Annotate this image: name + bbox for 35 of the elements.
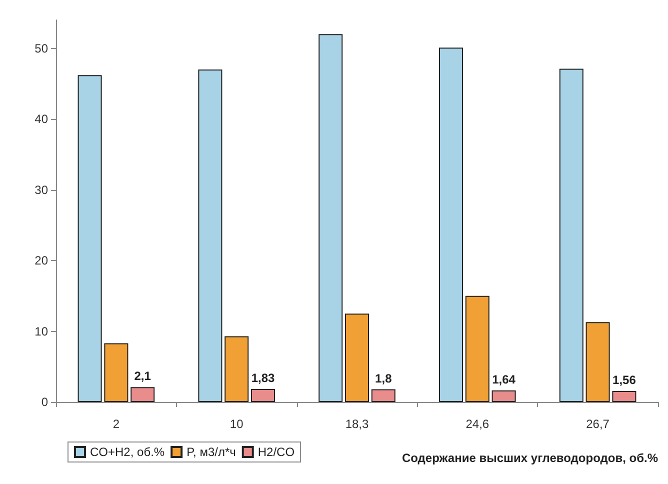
data-label: 1,64: [492, 372, 516, 386]
bar: [371, 389, 396, 402]
data-label: 1,83: [251, 371, 275, 386]
bar: [465, 296, 490, 402]
legend-label: CO+H2, об.%: [90, 445, 165, 459]
x-tick-label: 10: [230, 417, 244, 431]
x-tick-label: 26,7: [586, 417, 610, 431]
bar: [104, 343, 128, 402]
legend-label: P, м3/л*ч: [186, 445, 236, 459]
bar: [251, 389, 275, 402]
y-tick-label: 20: [34, 254, 48, 268]
bar: [130, 387, 155, 402]
bar: [492, 390, 516, 402]
bar: [318, 34, 343, 402]
bar: [559, 68, 584, 402]
bar: [586, 322, 610, 402]
x-tick-label: 2: [112, 417, 120, 431]
legend-label: H2/CO: [258, 445, 295, 459]
bar: [345, 314, 369, 402]
data-label: 2,1: [134, 369, 152, 384]
y-tick-label: 40: [34, 112, 48, 126]
bar: [78, 75, 102, 402]
x-axis-title: Содержание высших углеводородов, об.%: [402, 451, 658, 465]
x-tick-label: 18,3: [345, 417, 369, 431]
y-tick-label: 30: [34, 182, 48, 197]
y-tick-label: 50: [34, 41, 48, 56]
bar: [439, 48, 463, 402]
data-label: 1,56: [612, 372, 636, 387]
y-tick-label: 10: [34, 324, 48, 338]
bar: [612, 390, 636, 402]
x-tick-label: 24,6: [466, 417, 490, 431]
bar: [198, 70, 222, 402]
y-tick-label: 0: [41, 395, 48, 409]
data-label: 1,8: [375, 371, 392, 386]
bar: [224, 336, 249, 402]
